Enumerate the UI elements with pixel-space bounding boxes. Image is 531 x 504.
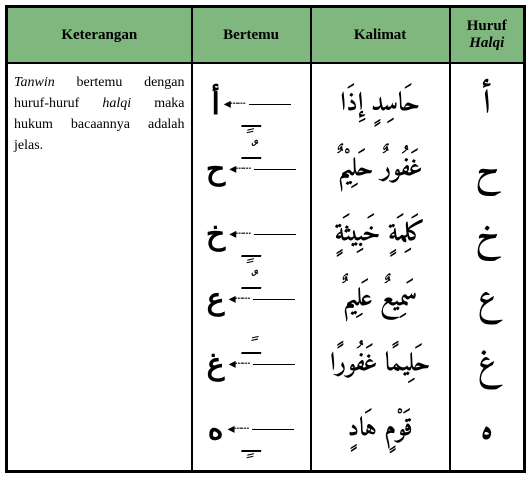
connector-line: [249, 104, 291, 105]
header-huruf: Huruf Halqi: [450, 7, 524, 63]
bertemu-item: ــٍـه◂┄┄: [199, 397, 304, 462]
header-kalimat: Kalimat: [311, 7, 450, 63]
header-keterangan: Keterangan: [7, 7, 192, 63]
table-body-row: Tanwin bertemu dengan huruf-huruf halqi …: [7, 63, 524, 471]
huruf-letter: ع: [478, 267, 496, 332]
bertemu-item: ــٍـخ◂┄┄: [199, 202, 304, 267]
connector-line: [254, 169, 296, 170]
ket-part1: Tanwin: [14, 75, 55, 90]
kalimat-text: سَمِيعٌ عَلِيمٌ: [343, 267, 418, 332]
kalimat-text: كَلِمَةٍ خَبِيثَةٍ: [335, 202, 426, 267]
tanwin-mark: ــٍـ: [241, 432, 260, 458]
tanwin-mark: ــٍـ: [241, 107, 260, 133]
kalimat-text: حَلِيمًا غَفُورًا: [330, 332, 430, 397]
huruf-letter: ه: [480, 397, 493, 462]
target-letter: غ: [207, 347, 225, 382]
bertemu-item: ــٌـع◂┄┄: [199, 267, 304, 332]
connector-line: [253, 299, 295, 300]
target-letter: ح: [206, 152, 225, 187]
target-letter: أ: [211, 87, 219, 122]
tajwid-table: Keterangan Bertemu Kalimat Huruf Halqi T…: [5, 5, 526, 473]
kalimat-text: قَوْمٍ هَادٍ: [347, 397, 412, 462]
table-header-row: Keterangan Bertemu Kalimat Huruf Halqi: [7, 7, 524, 63]
bertemu-item: ــٍـأ◂┄┄: [199, 72, 304, 137]
bertemu-column: ــٍـأ◂┄┄ــٌـح◂┄┄ــٍـخ◂┄┄ــٌـع◂┄┄ــًـغ◂┄┄…: [192, 63, 311, 471]
kalimat-text: غَفُورٌ حَلِيْمٌ: [338, 137, 423, 202]
connector-line: [253, 364, 295, 365]
ket-part3: halqi: [102, 96, 131, 111]
bertemu-item: ــٌـح◂┄┄: [199, 137, 304, 202]
huruf-column: أحخعغه: [450, 63, 524, 471]
bertemu-item: ــًـغ◂┄┄: [199, 332, 304, 397]
huruf-letter: ح: [476, 137, 498, 202]
target-letter: خ: [206, 217, 225, 252]
tanwin-mark: ــٌـ: [241, 269, 260, 295]
header-bertemu: Bertemu: [192, 7, 311, 63]
tanwin-mark: ــٌـ: [241, 139, 260, 165]
connector-line: [252, 429, 294, 430]
tanwin-mark: ــٍـ: [241, 237, 260, 263]
connector-line: [254, 234, 296, 235]
keterangan-text: Tanwin bertemu dengan huruf-huruf halqi …: [14, 72, 185, 156]
kalimat-column: حَاسِدٍ إِذَاغَفُورٌ حَلِيْمٌكَلِمَةٍ خَ…: [311, 63, 450, 471]
huruf-letter: أ: [483, 72, 491, 137]
header-huruf-line1: Huruf: [467, 18, 507, 35]
tanwin-mark: ــًـ: [241, 334, 260, 360]
huruf-letter: غ: [478, 332, 496, 397]
target-letter: ع: [207, 282, 225, 317]
huruf-letter: خ: [476, 202, 498, 267]
target-letter: ه: [208, 412, 224, 447]
header-huruf-line2: Halqi: [469, 35, 504, 52]
kalimat-text: حَاسِدٍ إِذَا: [340, 72, 419, 137]
keterangan-cell: Tanwin bertemu dengan huruf-huruf halqi …: [7, 63, 192, 471]
